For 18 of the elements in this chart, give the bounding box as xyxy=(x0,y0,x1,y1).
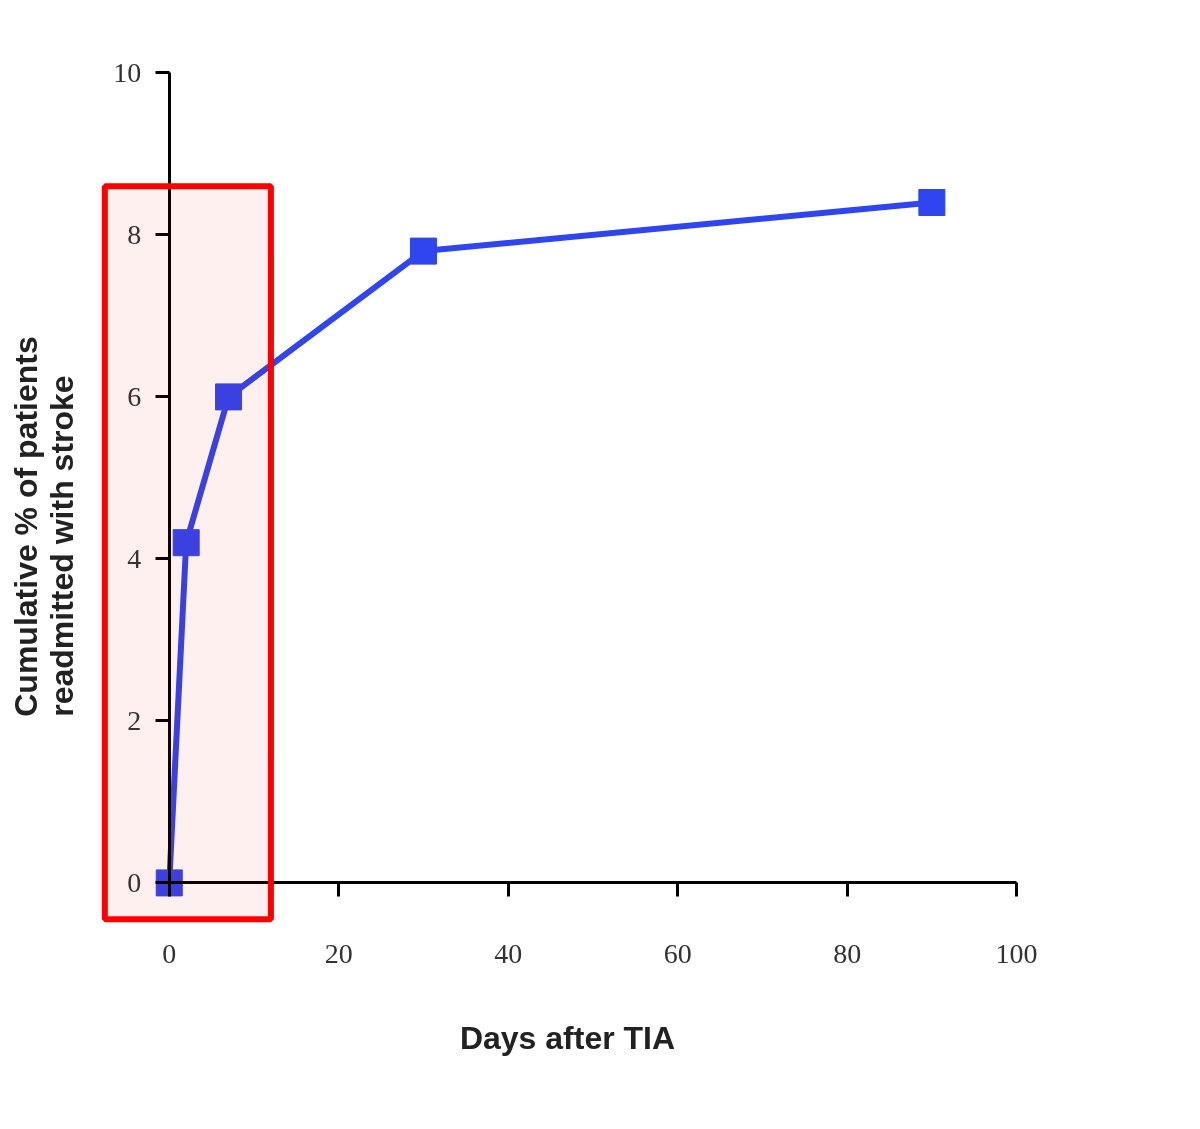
y-tick-label: 2 xyxy=(127,704,142,736)
y-axis-title: Cumulative % of patients readmitted with stroke xyxy=(7,336,80,717)
x-tick-label: 40 xyxy=(494,937,523,969)
point xyxy=(172,529,200,557)
x-axis-title: Days after TIA xyxy=(459,1019,676,1056)
x-tick-label: 60 xyxy=(663,937,692,969)
point xyxy=(918,189,946,216)
x-tick-label: 0 xyxy=(162,937,177,969)
y-tick-label: 8 xyxy=(127,218,142,250)
point xyxy=(409,237,437,265)
y-tick-label: 0 xyxy=(127,866,142,898)
x-tick-label: 100 xyxy=(995,937,1038,969)
x-tick-label: 20 xyxy=(324,937,353,969)
x-tick-label: 80 xyxy=(833,937,862,969)
y-tick-label: 4 xyxy=(127,542,142,574)
y-tick-label: 10 xyxy=(113,56,142,88)
y-tick-label: 6 xyxy=(127,380,142,412)
point xyxy=(215,383,243,411)
